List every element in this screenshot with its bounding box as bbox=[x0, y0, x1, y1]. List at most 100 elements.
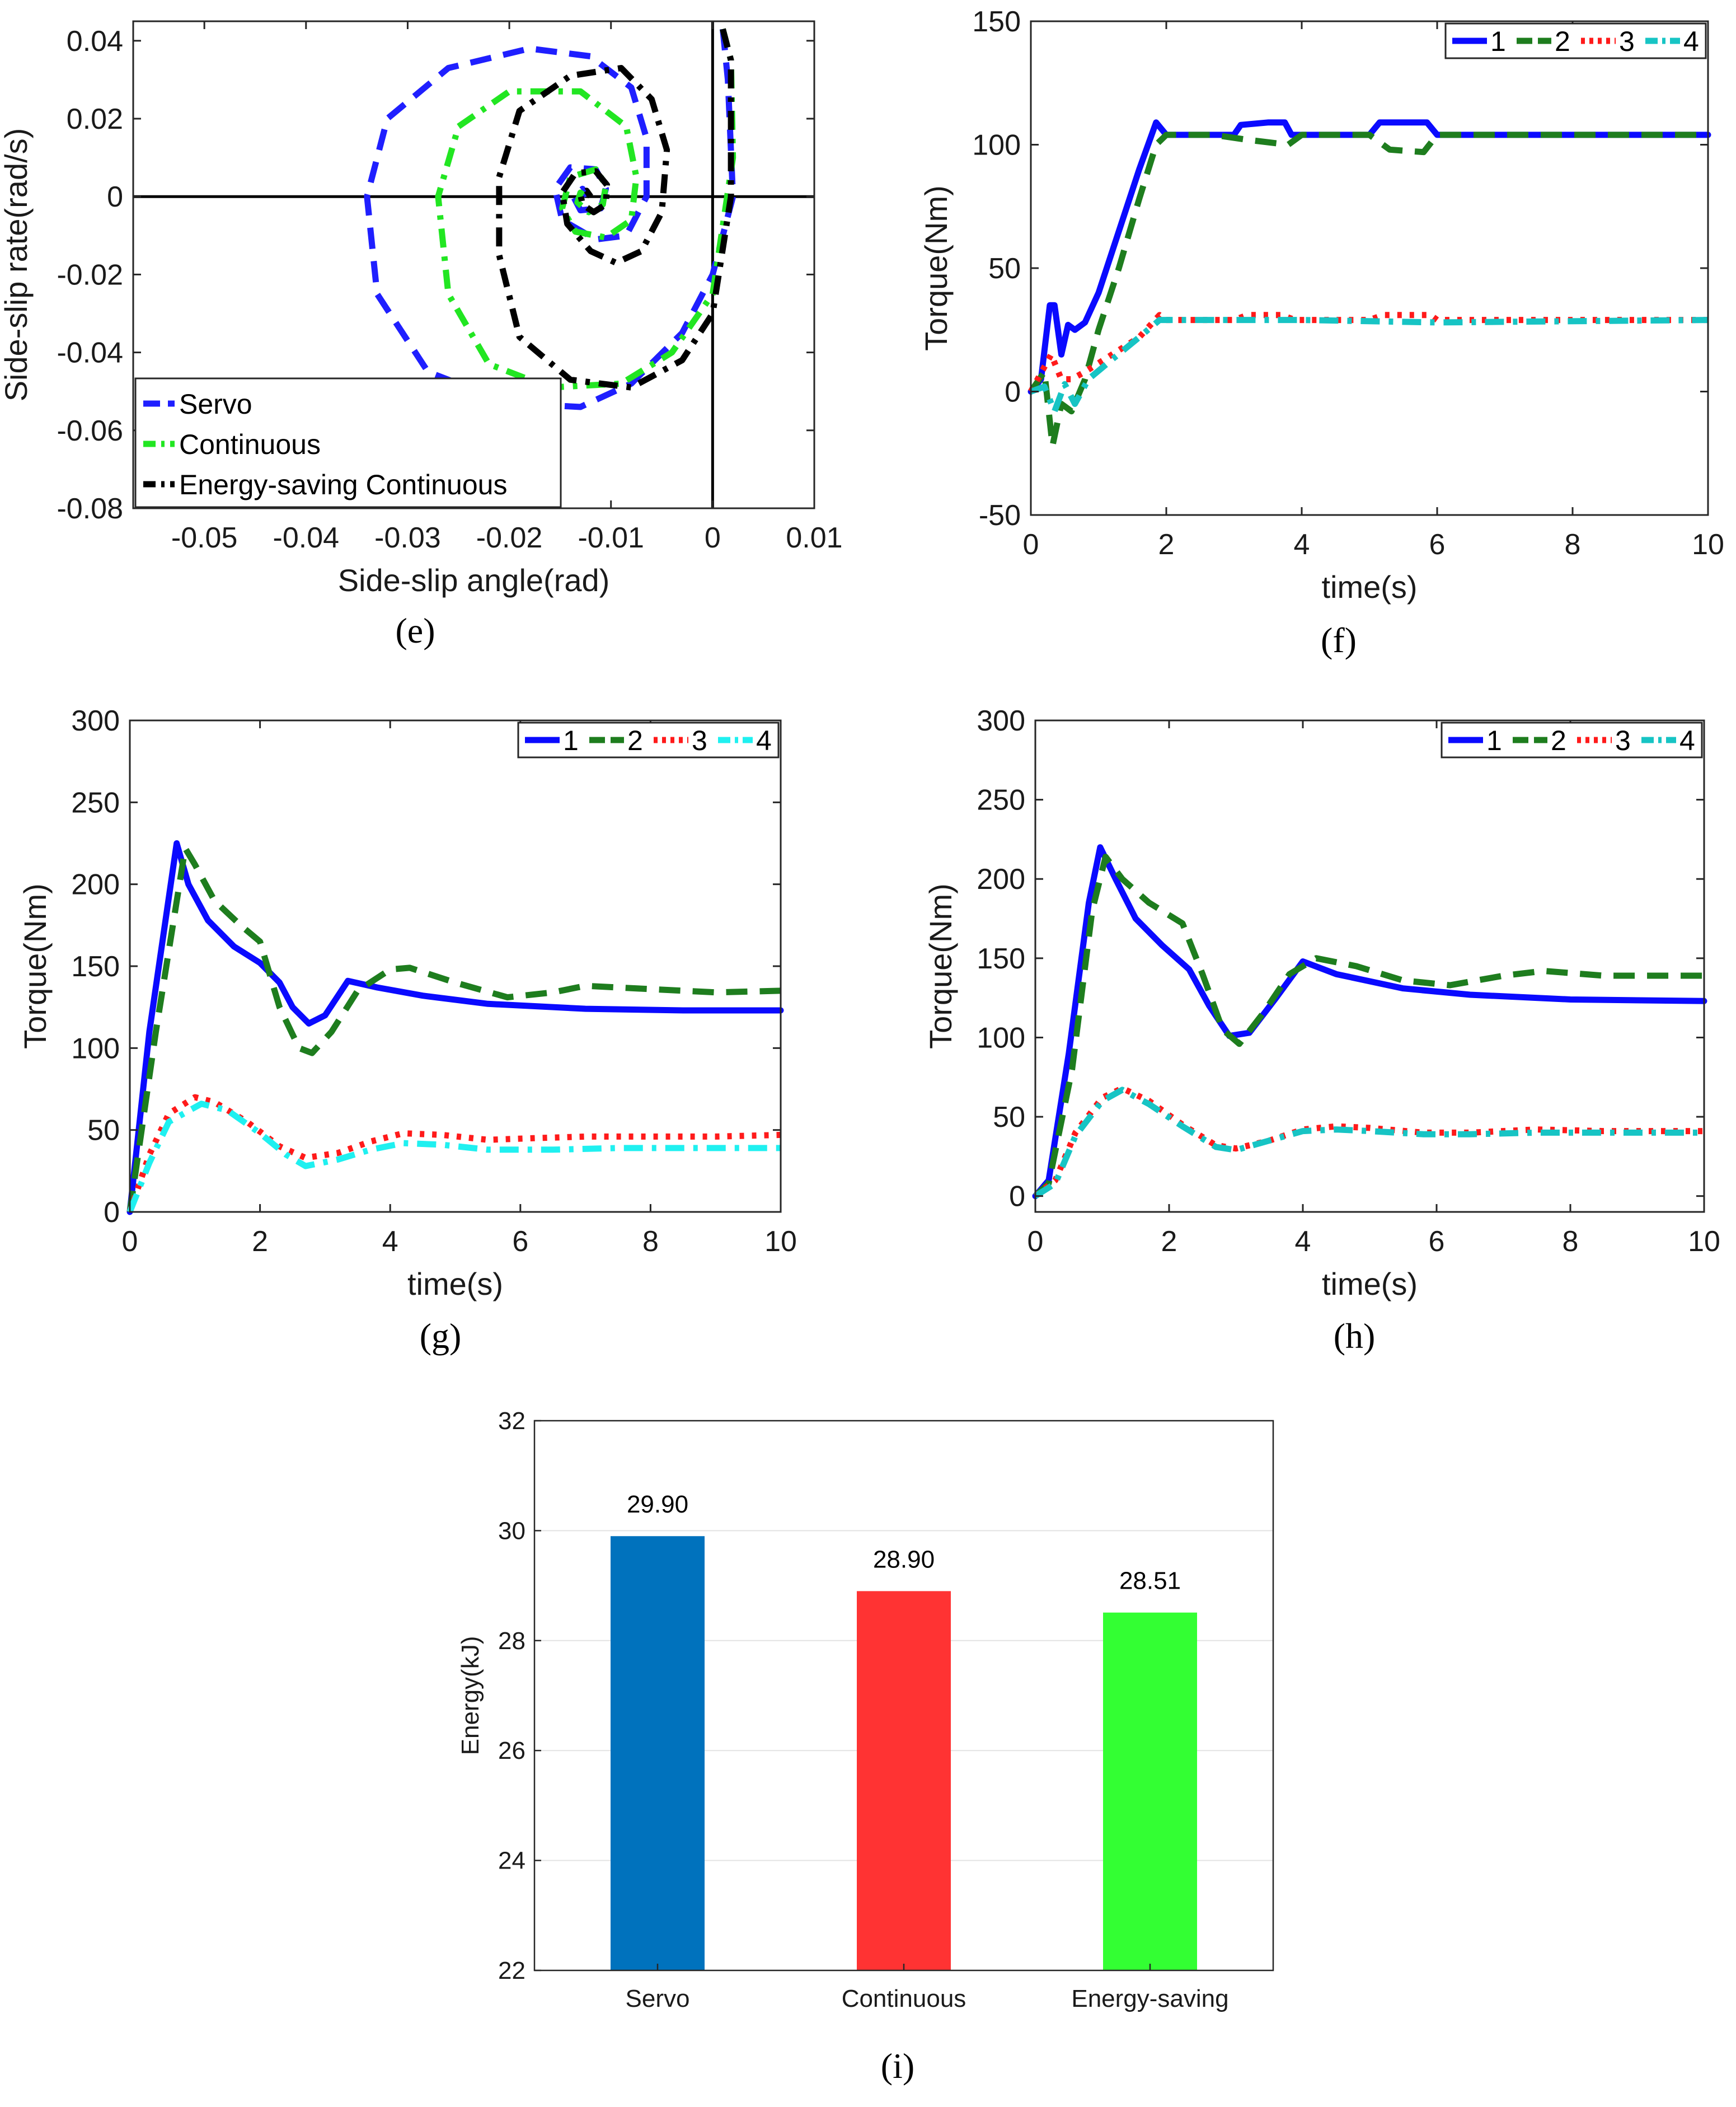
y-tick-label: -0.04 bbox=[57, 337, 123, 369]
x-tick-label: 4 bbox=[1294, 528, 1310, 561]
panel-label: (e) bbox=[395, 611, 435, 650]
y-tick-label: 0 bbox=[1005, 376, 1021, 409]
plot-area bbox=[130, 720, 781, 1212]
y-tick-label: 200 bbox=[71, 869, 120, 901]
x-tick-label: 8 bbox=[1565, 528, 1581, 561]
legend-label: 4 bbox=[756, 725, 772, 756]
legend-label: 4 bbox=[1683, 26, 1699, 57]
legend-label: 1 bbox=[563, 725, 579, 756]
x-tick-label: -0.05 bbox=[171, 522, 238, 554]
x-tick-label: 6 bbox=[1429, 1225, 1445, 1258]
x-tick-label: 2 bbox=[252, 1225, 268, 1258]
y-tick-label: 0 bbox=[104, 1196, 120, 1229]
series-line-2 bbox=[126, 845, 781, 1212]
y-tick-label: 250 bbox=[977, 784, 1025, 817]
x-tick-label: 0 bbox=[1027, 1225, 1044, 1258]
y-tick-label: 150 bbox=[977, 943, 1025, 975]
series-line-1 bbox=[1027, 119, 1711, 395]
plot-frame bbox=[132, 20, 815, 509]
legend-box bbox=[1441, 722, 1703, 758]
legend-label: 2 bbox=[627, 725, 643, 756]
legend-label: 1 bbox=[1490, 26, 1506, 57]
y-tick-label: -50 bbox=[979, 499, 1021, 532]
plot-area bbox=[1031, 21, 1708, 515]
plot-area bbox=[1035, 720, 1704, 1212]
bar-value-label: 28.51 bbox=[1119, 1567, 1181, 1595]
legend-label: 2 bbox=[1551, 725, 1566, 756]
y-axis-label: Side-slip rate(rad/s) bbox=[0, 128, 34, 402]
y-tick-label: -0.06 bbox=[57, 415, 123, 447]
y-tick-label: 100 bbox=[977, 1022, 1025, 1054]
y-tick-label: 100 bbox=[71, 1032, 120, 1065]
x-tick-label: Energy-saving bbox=[1071, 1985, 1228, 2012]
x-tick-label: 4 bbox=[1295, 1225, 1311, 1258]
y-tick-label: 28 bbox=[498, 1627, 526, 1655]
legend-label: 1 bbox=[1486, 725, 1502, 756]
x-tick-label: 0 bbox=[1023, 528, 1039, 561]
plot-frame bbox=[1034, 719, 1705, 1213]
x-tick-label: 2 bbox=[1161, 1225, 1177, 1258]
bar-value-label: 29.90 bbox=[627, 1491, 688, 1518]
series-line-1 bbox=[1032, 844, 1707, 1200]
y-tick-label: 300 bbox=[71, 705, 120, 737]
series-line-2 bbox=[1028, 132, 1708, 449]
x-tick-label: 4 bbox=[382, 1225, 398, 1258]
y-tick-label: 150 bbox=[972, 6, 1021, 38]
y-axis-label: Torque(Nm) bbox=[918, 185, 954, 351]
y-tick-label: 250 bbox=[71, 786, 120, 819]
panel-label: (i) bbox=[881, 2046, 914, 2086]
x-tick-label: -0.01 bbox=[578, 522, 644, 554]
y-tick-label: 0 bbox=[107, 181, 123, 213]
chart-i: 22 24 26 28 30 32 29.90 Servo 28.90 Continuous 28.… bbox=[457, 1407, 1274, 2086]
series-line-3 bbox=[126, 1094, 781, 1213]
legend: Servo Continuous Energy-saving Continuous bbox=[134, 377, 562, 508]
x-tick-label: 10 bbox=[1692, 528, 1724, 561]
legend-label: 4 bbox=[1679, 725, 1695, 756]
chart-g: 0 2 4 6 8 10050100150200250300time(s)Torque(N… bbox=[17, 705, 797, 1356]
x-axis-label: time(s) bbox=[1322, 1266, 1418, 1301]
x-tick-label: -0.03 bbox=[374, 522, 441, 554]
panel-label: (h) bbox=[1334, 1316, 1376, 1356]
x-axis-label: time(s) bbox=[407, 1266, 503, 1301]
legend: 1 2 3 4 bbox=[517, 722, 780, 758]
series-line-1 bbox=[126, 840, 784, 1215]
series-line-2 bbox=[1033, 854, 1704, 1198]
legend-label: 3 bbox=[1619, 26, 1635, 57]
panel-label: (g) bbox=[420, 1316, 462, 1356]
legend-box bbox=[1444, 22, 1707, 59]
y-tick-label: 300 bbox=[977, 705, 1025, 737]
y-tick-label: 24 bbox=[498, 1847, 526, 1875]
y-tick-label: 32 bbox=[498, 1407, 526, 1435]
y-tick-label: 50 bbox=[988, 252, 1021, 285]
x-tick-label: 10 bbox=[1688, 1225, 1720, 1258]
x-tick-label: 6 bbox=[512, 1225, 528, 1258]
y-tick-label: 50 bbox=[993, 1101, 1025, 1134]
y-tick-label: 150 bbox=[71, 951, 120, 983]
series-line-4 bbox=[1034, 1087, 1704, 1199]
bar-servo bbox=[611, 1536, 705, 1970]
y-axis-label: Torque(Nm) bbox=[17, 883, 53, 1049]
chart-h: 0 2 4 6 8 10050100150200250300time(s)Torque(N… bbox=[923, 705, 1720, 1356]
x-tick-label: 8 bbox=[1563, 1225, 1579, 1258]
y-tick-label: 0.02 bbox=[67, 103, 123, 135]
y-tick-label: 0 bbox=[1009, 1181, 1025, 1213]
legend: 1 2 3 4 bbox=[1444, 22, 1707, 59]
x-tick-label: 10 bbox=[764, 1225, 797, 1258]
plot-frame bbox=[533, 1420, 1274, 1972]
x-tick-label: Continuous bbox=[842, 1985, 966, 2012]
panel-label: (f) bbox=[1321, 620, 1357, 660]
y-tick-label: 200 bbox=[977, 863, 1025, 896]
legend-label: Servo bbox=[179, 388, 252, 420]
y-tick-label: 0.04 bbox=[67, 25, 123, 58]
x-tick-label: 8 bbox=[642, 1225, 659, 1258]
y-tick-label: 50 bbox=[87, 1115, 120, 1147]
x-tick-label: 0.01 bbox=[786, 522, 842, 554]
x-tick-label: -0.02 bbox=[476, 522, 543, 554]
y-tick-label: 30 bbox=[498, 1517, 526, 1544]
y-axis-label: Torque(Nm) bbox=[923, 883, 958, 1049]
y-tick-label: 22 bbox=[498, 1957, 526, 1984]
bar-continuous bbox=[857, 1591, 951, 1970]
legend-label: 3 bbox=[692, 725, 707, 756]
